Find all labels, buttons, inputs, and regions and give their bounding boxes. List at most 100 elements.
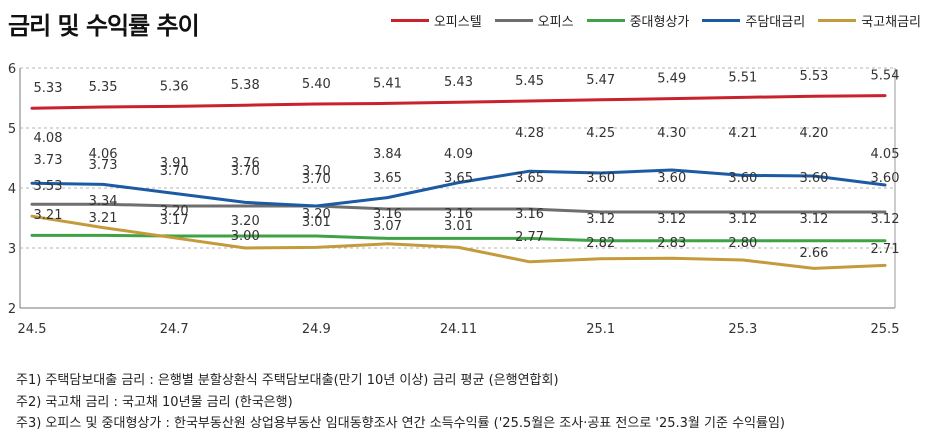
y-tick-label-1: 3: [8, 242, 16, 257]
legend-swatch-office: [494, 19, 533, 22]
data-label-office-8: 3.60: [586, 171, 615, 186]
data-label-treasury-3: 3.00: [231, 229, 260, 244]
data-label-officetel-3: 5.38: [231, 78, 260, 93]
legend-label-mortgage: 주담대금리: [745, 15, 806, 30]
legend-swatch-officetel: [390, 19, 429, 22]
data-label-mortgage-6: 4.09: [444, 147, 473, 162]
data-label-officetel-5: 5.41: [373, 76, 402, 91]
data-label-office-11: 3.60: [799, 171, 828, 186]
data-label-retail-7: 3.16: [515, 207, 544, 222]
data-label-office-6: 3.65: [444, 171, 473, 186]
data-label-retail-2: 3.20: [160, 204, 189, 219]
chart-title: 금리 및 수익률 추이: [8, 12, 200, 40]
series-line-treasury: [30, 214, 887, 270]
legend-label-office: 오피스: [537, 15, 574, 30]
legend-item-mortgage: 주담대금리: [702, 11, 805, 30]
footnote-3: 주3) 오피스 및 중대형상가 : 한국부동산원 상업용부동산 임대동향조사 연…: [16, 416, 785, 431]
legend-swatch-treasury: [818, 19, 857, 22]
data-label-retail-9: 3.12: [657, 212, 686, 227]
data-label-officetel-12: 5.54: [871, 69, 900, 84]
data-label-retail-5: 3.16: [373, 207, 402, 222]
data-label-officetel-0: 5.33: [34, 81, 63, 96]
data-label-treasury-9: 2.83: [657, 236, 686, 251]
data-label-office-9: 3.60: [657, 171, 686, 186]
data-label-retail-8: 3.12: [586, 212, 615, 227]
data-label-retail-1: 3.21: [89, 211, 118, 226]
data-label-office-12: 3.60: [871, 171, 900, 186]
data-label-treasury-7: 2.77: [515, 230, 544, 245]
y-tick-label-4: 6: [8, 62, 16, 77]
data-label-treasury-10: 2.80: [728, 236, 757, 251]
data-label-officetel-8: 5.47: [586, 73, 615, 88]
legend-swatch-mortgage: [702, 19, 741, 22]
data-label-retail-11: 3.12: [799, 212, 828, 227]
legend-item-officetel: 오피스텔: [390, 11, 482, 30]
legend-label-retail: 중대형상가: [629, 15, 690, 30]
series-line-office: [30, 202, 887, 214]
data-label-mortgage-10: 4.21: [728, 126, 757, 141]
data-label-treasury-4: 3.01: [302, 215, 331, 230]
legend-item-office: 오피스: [494, 11, 574, 30]
x-tick-label-0: 24.5: [18, 322, 47, 337]
data-label-retail-10: 3.12: [728, 212, 757, 227]
legend-item-treasury: 국고채금리: [818, 11, 921, 30]
data-label-mortgage-4: 3.70: [302, 172, 331, 187]
data-label-mortgage-5: 3.84: [373, 147, 402, 162]
data-label-treasury-6: 3.01: [444, 219, 473, 234]
data-label-officetel-2: 5.36: [160, 79, 189, 94]
data-label-mortgage-9: 4.30: [657, 126, 686, 141]
footnotes: 주1) 주택담보대출 금리 : 은행별 분할상환식 주택담보대출(만기 10년 …: [16, 370, 785, 435]
data-label-officetel-6: 5.43: [444, 75, 473, 90]
data-label-mortgage-0: 4.08: [34, 131, 63, 146]
data-label-office-1: 3.73: [89, 158, 118, 173]
series-line-retail: [30, 233, 887, 243]
x-tick-label-5: 25.3: [728, 322, 757, 337]
data-label-officetel-7: 5.45: [515, 74, 544, 89]
data-label-treasury-1: 3.34: [89, 194, 118, 209]
y-tick-label-0: 2: [8, 302, 16, 317]
data-label-treasury-0: 3.53: [34, 179, 63, 194]
data-label-mortgage-2: 3.91: [160, 156, 189, 171]
data-label-officetel-4: 5.40: [302, 77, 331, 92]
legend-label-treasury: 국고채금리: [861, 15, 921, 30]
data-label-treasury-5: 3.07: [373, 219, 402, 234]
data-label-treasury-12: 2.71: [871, 242, 900, 257]
data-label-officetel-11: 5.53: [799, 69, 828, 84]
data-label-office-2: 3.70: [160, 164, 189, 179]
data-label-retail-4: 3.20: [302, 207, 331, 222]
data-label-mortgage-1: 4.06: [89, 147, 118, 162]
legend-item-retail: 중대형상가: [586, 11, 690, 30]
legend-label-officetel: 오피스텔: [433, 15, 482, 30]
data-label-mortgage-8: 4.25: [586, 126, 615, 141]
data-label-office-5: 3.65: [373, 171, 402, 186]
data-label-retail-6: 3.16: [444, 207, 473, 222]
legend: 오피스텔 오피스 중대형상가 주담대금리 국고채금리: [390, 11, 921, 30]
data-label-mortgage-11: 4.20: [799, 126, 828, 141]
data-label-treasury-11: 2.66: [799, 246, 828, 261]
data-label-office-0: 3.73: [34, 153, 63, 168]
series-line-officetel: [30, 94, 887, 110]
x-tick-label-3: 24.11: [440, 322, 477, 337]
x-tick-label-2: 24.9: [302, 322, 331, 337]
data-label-treasury-2: 3.17: [160, 213, 189, 228]
data-label-office-3: 3.70: [231, 164, 260, 179]
y-tick-label-2: 4: [8, 182, 16, 197]
x-tick-label-6: 25.5: [871, 322, 900, 337]
x-tick-label-4: 25.1: [586, 322, 615, 337]
data-label-mortgage-12: 4.05: [871, 147, 900, 162]
legend-swatch-retail: [586, 19, 625, 22]
data-label-treasury-8: 2.82: [586, 236, 615, 251]
series-line-mortgage: [30, 168, 887, 208]
footnote-1: 주1) 주택담보대출 금리 : 은행별 분할상환식 주택담보대출(만기 10년 …: [16, 373, 559, 388]
data-label-mortgage-7: 4.28: [515, 126, 544, 141]
data-label-officetel-10: 5.51: [728, 70, 757, 85]
data-label-retail-3: 3.20: [231, 214, 260, 229]
data-label-retail-12: 3.12: [871, 212, 900, 227]
x-tick-label-1: 24.7: [160, 322, 189, 337]
y-tick-label-3: 5: [8, 122, 16, 137]
data-label-office-7: 3.65: [515, 171, 544, 186]
data-label-officetel-9: 5.49: [657, 72, 686, 87]
footnote-2: 주2) 국고채 금리 : 국고채 10년물 금리 (한국은행): [16, 394, 293, 410]
data-label-office-4: 3.70: [302, 164, 331, 179]
